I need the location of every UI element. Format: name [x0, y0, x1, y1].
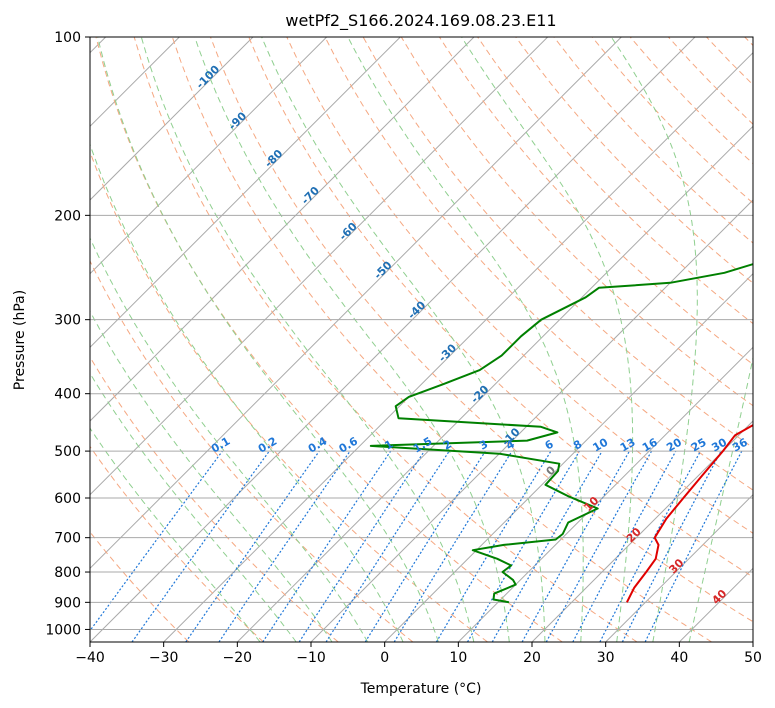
x-axis: −40 −30 −20 −10 0 10 20 30 40 50	[75, 642, 762, 666]
pressure-gridlines	[90, 37, 753, 630]
moist-adiabat-line	[90, 372, 297, 642]
x-tick-label: 10	[449, 650, 467, 666]
x-tick-label: −10	[296, 650, 326, 666]
mixing-ratio-line	[262, 450, 392, 642]
moist-adiabat-line	[610, 37, 698, 642]
y-tick-label: 200	[54, 208, 81, 224]
moist-adiabat-line	[90, 236, 369, 642]
mixing-ratio-line	[298, 450, 425, 642]
dry-adiabat-line	[286, 37, 753, 534]
y-tick-label: 1000	[45, 622, 81, 638]
mixing-ratio-line	[621, 450, 722, 642]
isotherm-line	[605, 493, 753, 642]
mixing-ratio-line	[491, 450, 603, 642]
x-tick-label: 40	[670, 650, 688, 666]
y-tick-label: 600	[54, 491, 81, 507]
mixing-ratio-line	[572, 450, 677, 642]
isotherm-line	[384, 272, 753, 642]
y-tick-label: 900	[54, 595, 81, 611]
chart-title: wetPf2_S166.2024.169.08.23.E11	[285, 11, 556, 31]
y-tick-label: 500	[54, 444, 81, 460]
dry-adiabat-line	[210, 37, 753, 623]
dry-adiabat-line	[324, 37, 753, 491]
moist-adiabat-line	[194, 37, 510, 642]
mixing-ratio-line	[218, 450, 351, 642]
background-guide-lines	[90, 37, 753, 642]
y-tick-label: 800	[54, 565, 81, 581]
isotherm-line	[90, 37, 475, 422]
moist-adiabat-line	[347, 37, 584, 642]
x-tick-label: 50	[744, 650, 762, 666]
profile-line	[369, 263, 753, 604]
isotherm-line	[90, 37, 549, 496]
moist-adiabat-line	[90, 310, 333, 642]
mixing-ratio-line	[521, 450, 631, 642]
mixing-ratio-line	[644, 450, 743, 642]
y-axis: 100 200 300 400 500 600 700 800 900 1000	[45, 30, 90, 638]
x-tick-label: −30	[149, 650, 179, 666]
mixing-ratio-line	[325, 450, 450, 642]
mixing-ratio-line	[90, 450, 223, 632]
isotherm-line	[90, 37, 401, 349]
isotherm-line	[90, 37, 622, 570]
moist-adiabat-line	[461, 37, 634, 642]
y-tick-label: 700	[54, 531, 81, 547]
x-tick-label: 20	[523, 650, 541, 666]
dry-adiabat-line	[90, 259, 414, 642]
isotherm-line	[90, 37, 328, 275]
y-tick-label: 300	[54, 313, 81, 329]
isotherm-line	[457, 346, 753, 642]
dry-adiabat-line	[248, 37, 753, 578]
profile-series	[369, 263, 753, 604]
mixing-ratio-line	[393, 450, 513, 642]
moist-adiabat-line	[261, 37, 546, 642]
y-tick-label: 100	[54, 30, 81, 46]
moist-adiabat-line	[97, 37, 439, 642]
x-tick-label: −20	[223, 650, 253, 666]
x-tick-label: −40	[75, 650, 105, 666]
plot-frame	[89, 36, 754, 643]
isotherm-line	[531, 420, 753, 642]
moist-adiabat-line	[140, 37, 475, 642]
moist-adiabat-line	[90, 427, 261, 642]
moist-adiabat-line	[90, 142, 404, 642]
isotherm-line	[236, 125, 753, 642]
isotherm-line	[752, 641, 753, 642]
isotherm-line	[90, 37, 696, 642]
dry-adiabat-line	[90, 445, 264, 642]
mixing-ratio-line	[185, 450, 320, 642]
dry-adiabat-line	[515, 37, 753, 284]
y-tick-label: 400	[54, 387, 81, 403]
x-axis-title: Temperature (°C)	[360, 681, 482, 697]
profile-line	[626, 423, 753, 603]
dry-adiabat-line	[90, 356, 339, 642]
isotherm-line	[90, 37, 254, 201]
x-tick-label: 30	[597, 650, 615, 666]
y-axis-title: Pressure (hPa)	[12, 290, 28, 390]
dry-adiabat-line	[133, 37, 638, 642]
dry-adiabat-line	[171, 37, 712, 642]
moist-adiabat-line	[688, 355, 753, 642]
mixing-ratio-line	[545, 450, 653, 642]
mixing-ratio-line	[131, 450, 270, 642]
plot-area	[90, 37, 753, 642]
x-tick-label: 0	[380, 650, 389, 666]
